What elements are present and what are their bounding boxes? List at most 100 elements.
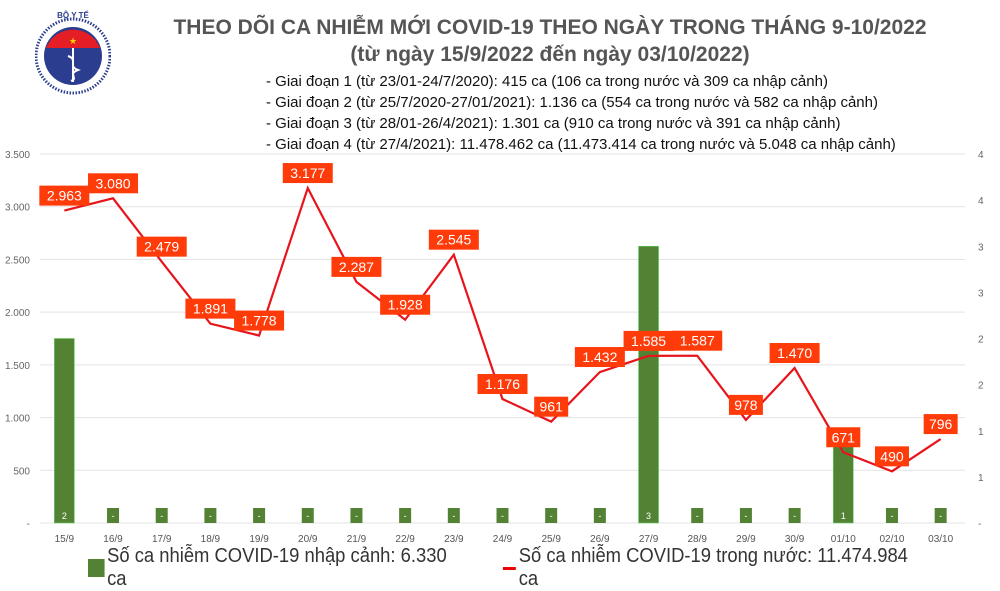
bar-label: 1 [841, 511, 846, 521]
data-label-box [331, 256, 382, 277]
data-label: 1.928 [388, 297, 423, 313]
x-axis-tick: 27/9 [639, 534, 659, 545]
x-axis-tick: 15/9 [55, 534, 75, 545]
bar-label: - [209, 511, 212, 521]
note-phase-3: - Giai đoạn 3 (từ 28/01-26/4/2021): 1.30… [266, 115, 841, 132]
left-axis-tick: 1.000 [5, 414, 30, 425]
data-label: 961 [540, 399, 564, 415]
data-label-box [874, 446, 909, 467]
bar-label: - [598, 511, 601, 521]
data-label: 1.432 [582, 349, 617, 365]
data-label: 2.545 [436, 232, 471, 248]
x-axis-tick: 29/9 [736, 534, 756, 545]
svg-text:BỘ Y TẾ: BỘ Y TẾ [57, 10, 89, 20]
left-axis-tick: 2.000 [5, 308, 30, 319]
x-axis-tick: 03/10 [928, 534, 953, 545]
bar [638, 245, 659, 524]
right-axis-tick: 1 [978, 427, 984, 438]
data-label-box [136, 236, 187, 257]
left-axis-tick: 2.500 [5, 255, 30, 266]
bar [107, 508, 120, 523]
bar [204, 508, 217, 523]
bar-label: - [890, 511, 893, 521]
left-axis-tick: 1.500 [5, 361, 30, 372]
data-label: 3.177 [290, 165, 325, 181]
data-label-box [282, 163, 333, 184]
bar [788, 508, 801, 523]
data-label: 978 [734, 397, 758, 413]
legend-bar-swatch [88, 559, 105, 577]
data-label: 1.778 [242, 313, 277, 329]
right-axis-tick: 1 [978, 473, 984, 484]
x-axis-tick: 01/10 [831, 534, 856, 545]
data-label-box [234, 310, 285, 331]
right-axis-tick: 4 [978, 196, 984, 207]
data-label-box [769, 343, 820, 364]
bar-label: - [306, 511, 309, 521]
bar-label: - [112, 511, 115, 521]
bar [739, 508, 752, 523]
bar-label: - [744, 511, 747, 521]
data-label: 1.587 [680, 333, 715, 349]
data-label: 2.287 [339, 259, 374, 275]
bar-label: - [939, 511, 942, 521]
data-label-box [728, 394, 763, 415]
bar [54, 338, 75, 524]
bar [545, 508, 558, 523]
bar-label: - [501, 511, 504, 521]
x-axis-tick: 02/10 [879, 534, 904, 545]
data-label: 1.176 [485, 376, 520, 392]
data-label-box [477, 374, 528, 395]
bar-label: - [404, 511, 407, 521]
bar [447, 508, 460, 523]
bar [496, 508, 509, 523]
data-label: 3.080 [96, 175, 131, 191]
x-axis-tick: 19/9 [249, 534, 269, 545]
x-axis-tick: 24/9 [493, 534, 513, 545]
left-axis-tick: 500 [13, 466, 30, 477]
x-axis-tick: 28/9 [688, 534, 708, 545]
x-axis-tick: 22/9 [395, 534, 415, 545]
bar-label: 3 [646, 511, 651, 521]
data-label: 796 [929, 416, 953, 432]
x-axis-tick: 30/9 [785, 534, 805, 545]
note-phase-1: - Giai đoạn 1 (từ 23/01-24/7/2020): 415 … [266, 73, 828, 90]
bar [301, 508, 314, 523]
data-label: 1.470 [777, 345, 812, 361]
x-axis-tick: 17/9 [152, 534, 172, 545]
svg-text:★: ★ [69, 36, 77, 46]
right-axis-tick: 3 [978, 242, 984, 253]
line-series [64, 185, 942, 473]
legend-line-label: Số ca nhiễm COVID-19 trong nước: 11.474.… [518, 545, 908, 590]
right-axis-tick: 2 [978, 335, 984, 346]
data-label: 2.479 [144, 239, 179, 255]
legend: Số ca nhiễm COVID-19 nhập cảnh: 6.330 ca… [88, 545, 927, 591]
data-label: 1.891 [193, 301, 228, 317]
bar-label: - [452, 511, 455, 521]
bar-label: - [696, 511, 699, 521]
x-axis-tick: 25/9 [541, 534, 561, 545]
right-axis-tick: 4 [978, 150, 984, 161]
x-axis-tick: 16/9 [103, 534, 123, 545]
right-axis-tick: 2 [978, 381, 984, 392]
data-label-box [672, 330, 723, 351]
left-axis-tick: - [27, 519, 30, 530]
legend-bar-label: Số ca nhiễm COVID-19 nhập cảnh: 6.330 ca [107, 545, 447, 590]
phase-notes: - Giai đoạn 1 (từ 23/01-24/7/2020): 415 … [266, 71, 896, 155]
bar [155, 508, 168, 523]
data-label: 671 [832, 429, 856, 445]
data-label-box [185, 298, 236, 319]
data-label-box [534, 396, 569, 417]
chart-area: -5001.0001.5002.0002.5003.0003.500-11223… [5, 150, 984, 545]
data-label: 2.963 [47, 188, 82, 204]
bar [350, 508, 363, 523]
data-label-box [88, 173, 139, 194]
right-axis-tick: - [978, 519, 981, 530]
data-label-box [428, 229, 479, 250]
note-phase-4: - Giai đoạn 4 (từ 27/4/2021): 11.478.462… [266, 136, 896, 153]
ministry-of-health-logo: ★ BỘ Y TẾ [35, 10, 111, 95]
bar [934, 508, 947, 523]
x-axis-tick: 23/9 [444, 534, 464, 545]
data-label-box [380, 294, 431, 315]
title-line-1: THEO DÕI CA NHIỄM MỚI COVID-19 THEO NGÀY… [173, 16, 927, 39]
